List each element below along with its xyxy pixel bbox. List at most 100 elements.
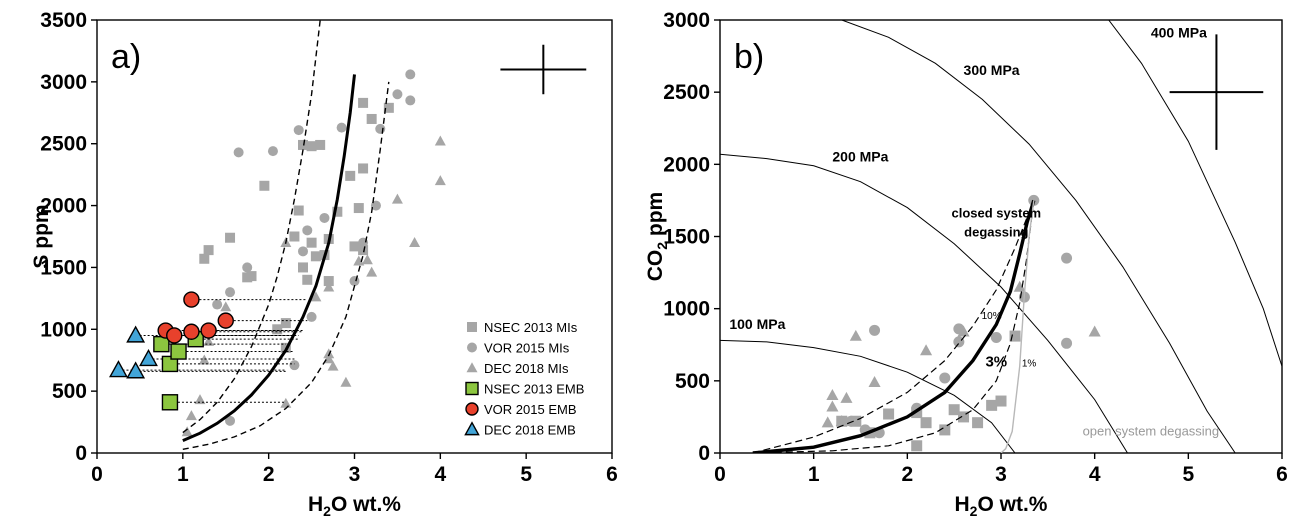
- data-point-square: [972, 417, 984, 429]
- data-point-triangle: [1013, 280, 1026, 292]
- data-point-triangle: [323, 348, 335, 359]
- legend: NSEC 2013 MIs VOR 2015 MIs DEC 2018 MIs NSE…: [464, 320, 584, 438]
- data-point-square: [315, 139, 326, 150]
- data-point-square: [323, 276, 334, 287]
- data-point-triangle: [181, 426, 193, 437]
- y-tick-label: 1000: [663, 298, 710, 321]
- data-point-triangle: [353, 255, 365, 266]
- legend-label: NSEC 2013 EMB: [484, 382, 584, 397]
- data-point-circle: [212, 299, 223, 310]
- emb-point-circle: [183, 323, 200, 340]
- isobar-label: 300 MPa: [964, 62, 1020, 78]
- legend-marker: [467, 322, 477, 332]
- model-curve-solid: [182, 74, 356, 442]
- x-axis-label: H2O wt.%: [308, 493, 401, 519]
- data-point-triangle: [194, 394, 206, 405]
- y-tick-label: 1000: [40, 318, 87, 341]
- data-point-square: [920, 417, 932, 429]
- y-tick-label: 3000: [40, 71, 87, 94]
- data-point-circle: [349, 276, 360, 287]
- data-point-triangle: [310, 291, 322, 302]
- emb-point-square: [161, 355, 179, 373]
- data-point-circle: [405, 95, 416, 106]
- annotation-label: 10%: [982, 311, 1002, 322]
- legend-label: VOR 2015 MIs: [484, 341, 570, 356]
- panel-label: b): [734, 38, 764, 76]
- data-point-square: [306, 141, 317, 152]
- data-point-square: [883, 408, 895, 420]
- data-point-triangle: [340, 376, 352, 387]
- isobar-line: [841, 20, 1236, 453]
- legend-marker: [467, 342, 477, 353]
- panel-b-chart: 0 1 2 3 4 5 6 0 500 1000 1500 2000 2500 3000 H2O wt.% b…: [644, 9, 1288, 519]
- emb-point-square: [153, 335, 170, 353]
- isobar-label: 100 MPa: [729, 316, 785, 332]
- annotation-label: closed system: [952, 206, 1042, 221]
- data-point-square: [289, 231, 300, 242]
- data-point-square: [939, 424, 951, 436]
- x-tick-label: 5: [520, 463, 532, 486]
- y-tick-label: 2500: [40, 133, 87, 156]
- data-point-circle: [225, 415, 236, 426]
- data-point-triangle: [840, 391, 853, 403]
- data-point-square: [272, 324, 283, 335]
- data-point-square: [358, 163, 369, 174]
- data-point-triangle: [868, 376, 881, 387]
- data-point-circle: [225, 287, 236, 298]
- emb-point-circle: [166, 327, 183, 344]
- data-point-square: [349, 241, 360, 252]
- data-point-triangle: [826, 388, 839, 400]
- data-point-square: [310, 251, 321, 262]
- x-tick-label: 6: [1276, 463, 1288, 486]
- model-curve-lower-dashed: [182, 81, 390, 450]
- y-tick-label: 2000: [663, 153, 710, 176]
- data-point-square: [383, 102, 394, 113]
- panel-label: a): [111, 38, 141, 76]
- y-tick-label: 1500: [663, 226, 710, 249]
- data-point-triangle: [409, 236, 421, 247]
- data-point-triangle: [185, 410, 197, 421]
- isobar-line: [720, 153, 1128, 453]
- data-point-circle: [298, 246, 308, 257]
- y-tick-label: 0: [698, 442, 710, 465]
- y-tick-label: 0: [75, 442, 87, 465]
- x-tick-label: 1: [808, 463, 820, 486]
- y-tick-label: 3500: [40, 9, 87, 32]
- data-point-circle: [319, 212, 330, 223]
- emb-point-circle: [183, 291, 200, 308]
- data-point-square: [298, 262, 308, 273]
- x-tick-label: 2: [901, 463, 913, 486]
- legend-label: DEC 2018 MIs: [484, 361, 569, 376]
- x-tick-label: 3: [349, 463, 361, 486]
- isobar-label: 200 MPa: [832, 148, 888, 164]
- data-point-square: [948, 404, 960, 416]
- data-point-square: [986, 399, 998, 411]
- data-point-circle: [392, 89, 403, 100]
- annotation-label: degassing: [964, 225, 1028, 240]
- data-point-circle: [289, 360, 300, 371]
- legend-label: VOR 2015 EMB: [484, 402, 577, 417]
- data-point-square: [259, 180, 270, 191]
- x-tick-label: 0: [714, 463, 726, 486]
- annotation-label: 1%: [1022, 358, 1037, 369]
- data-point-circle: [869, 324, 881, 336]
- data-point-triangle: [1088, 325, 1101, 337]
- x-tick-label: 4: [434, 463, 446, 486]
- data-point-circle: [939, 372, 951, 384]
- legend-marker: [466, 362, 478, 373]
- data-point-circle: [306, 311, 317, 322]
- data-point-square: [332, 206, 343, 217]
- data-point-square: [293, 205, 304, 216]
- data-point-circle: [233, 147, 244, 158]
- data-point-square: [911, 440, 923, 452]
- degassing-curve-1-: [752, 200, 1035, 453]
- data-point-square: [358, 245, 369, 256]
- data-point-square: [995, 395, 1007, 407]
- data-point-circle: [336, 122, 347, 133]
- data-point-triangle: [366, 266, 378, 277]
- data-point-triangle: [826, 400, 839, 412]
- data-point-square: [366, 113, 377, 124]
- annotation-label: open system degassing: [1083, 424, 1220, 439]
- y-tick-label: 500: [52, 380, 87, 403]
- data-point-circle: [845, 415, 857, 427]
